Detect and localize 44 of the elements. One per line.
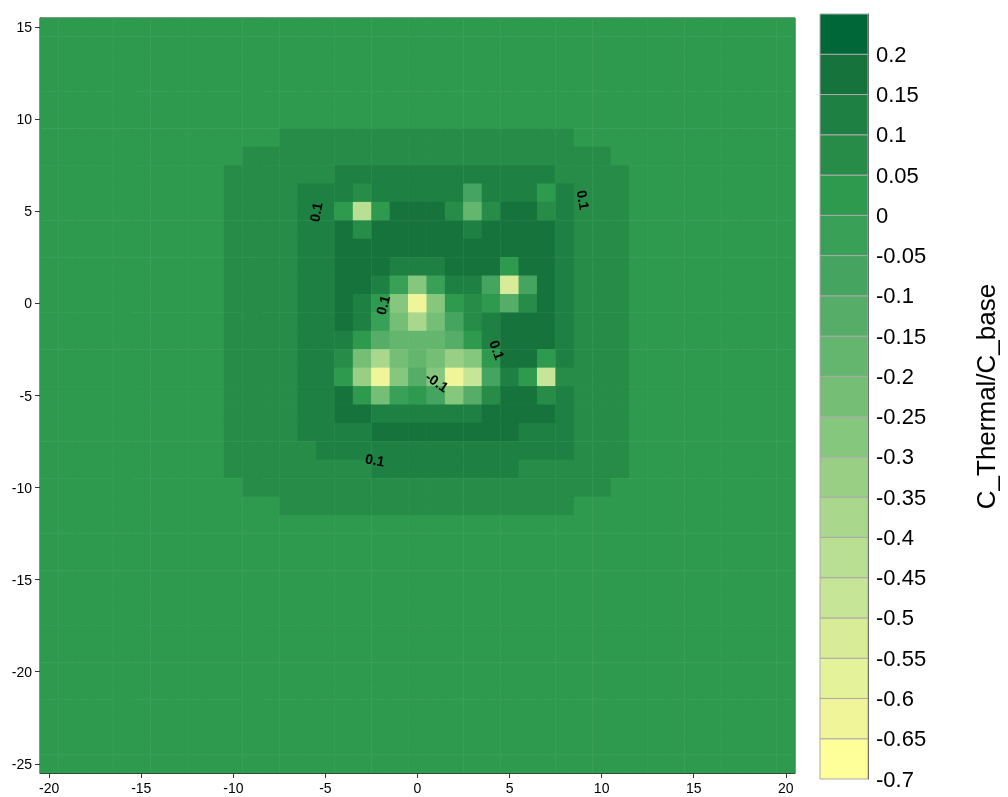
x-tick-label: 15	[685, 780, 702, 796]
color-bar-label: 0.2	[876, 41, 907, 67]
y-tick-label: -5	[19, 387, 33, 404]
color-bar-label: -0.6	[876, 685, 914, 711]
color-bar-label: 0	[876, 202, 889, 228]
y-tick-label: -20	[11, 663, 33, 680]
x-tick-label: -15	[131, 780, 152, 796]
color-bar-title: C_Thermal/C_base	[971, 283, 1001, 510]
annotation: 0.1	[364, 450, 387, 470]
color-bar-label: -0.15	[876, 323, 927, 349]
color-bar-label: -0.35	[876, 484, 927, 510]
x-tick-label: -5	[319, 780, 332, 796]
color-bar-label: -0.55	[876, 645, 927, 671]
y-tick-label: 0	[24, 295, 33, 312]
annotation: -0.1	[422, 368, 452, 396]
color-bar-label: -0.05	[876, 243, 927, 269]
color-bar-label: -0.7	[876, 766, 914, 792]
color-bar-label: -0.3	[876, 444, 914, 470]
y-tick-label: 10	[16, 111, 33, 128]
annotation: 0.1	[486, 338, 508, 363]
color-bar-label: 0.05	[876, 162, 919, 188]
x-tick-label: 20	[778, 780, 794, 796]
color-bar-label: -0.65	[876, 726, 927, 752]
x-tick-label: 5	[505, 780, 514, 796]
annotation: 0.1	[573, 189, 593, 212]
y-tick-label: 15	[16, 19, 33, 36]
y-tick-label: -10	[11, 479, 33, 496]
x-tick-label: 0	[413, 780, 422, 796]
color-bar-label: -0.45	[876, 565, 927, 591]
annotation: 0.1	[306, 200, 326, 223]
y-tick-label: -15	[11, 571, 33, 588]
color-bar-label: 0.15	[876, 82, 919, 108]
color-bar-label: -0.2	[876, 363, 914, 389]
color-bar-label: -0.4	[876, 524, 914, 550]
color-bar-label: -0.25	[876, 404, 927, 430]
color-bar-label: -0.5	[876, 605, 914, 631]
y-tick-label: 5	[24, 203, 33, 220]
y-tick-label: -25	[11, 755, 33, 772]
x-tick-label: 10	[593, 780, 610, 796]
x-tick-label: -20	[39, 780, 60, 796]
x-tick-label: -10	[223, 780, 244, 796]
color-bar-label: 0.1	[876, 122, 907, 148]
color-bar-label: -0.1	[876, 283, 914, 309]
annotation: 0.1	[372, 293, 394, 317]
